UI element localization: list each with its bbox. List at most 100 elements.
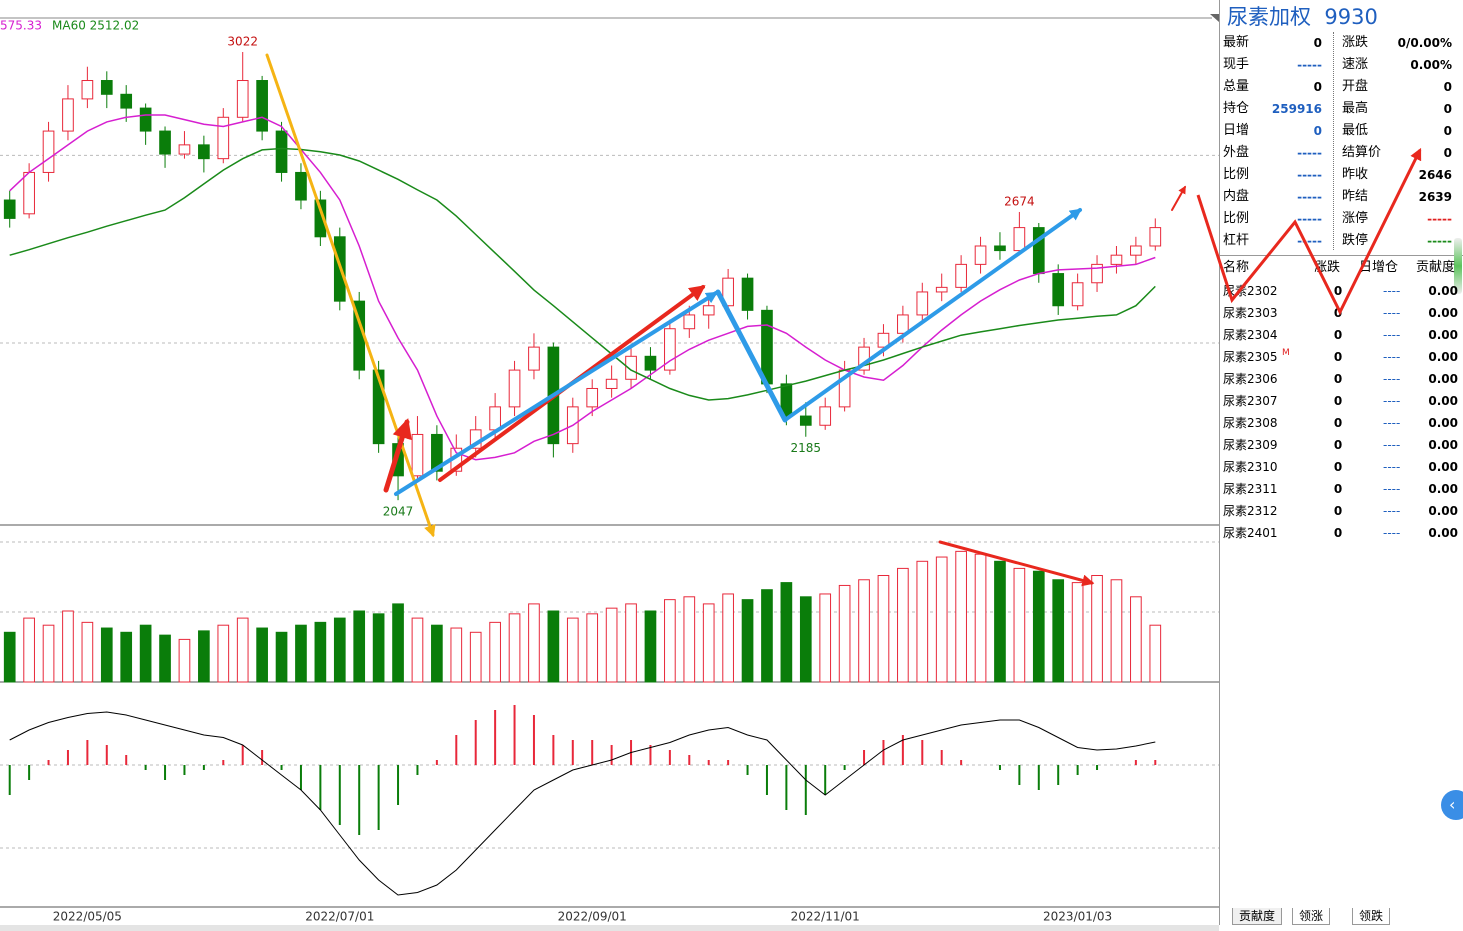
trend-arrow xyxy=(383,418,412,493)
volume-bar xyxy=(702,603,715,683)
field-label: 杠杆 xyxy=(1223,233,1250,248)
volume-bar xyxy=(450,627,463,683)
volume-bar xyxy=(761,589,773,683)
candle-body xyxy=(799,415,812,426)
tab[interactable]: 贡献度 xyxy=(1232,908,1283,925)
contract-contribution: 0.00 xyxy=(1428,306,1458,320)
contract-contribution: 0.00 xyxy=(1428,482,1458,496)
contract-oi: ---- xyxy=(1383,482,1401,496)
background xyxy=(0,0,1219,931)
quote-code: 9930 xyxy=(1324,5,1378,29)
field-value: 0 xyxy=(1313,80,1322,94)
volume-bar xyxy=(838,584,851,683)
tab[interactable]: 领涨 xyxy=(1292,908,1331,925)
volume-bar xyxy=(159,634,171,683)
volume-bar xyxy=(295,624,307,683)
volume-bar xyxy=(819,593,832,683)
volume-bar xyxy=(489,621,501,683)
candle-body xyxy=(1091,263,1103,284)
candle-body xyxy=(935,286,948,293)
tab[interactable]: 领跌 xyxy=(1352,908,1391,925)
volume-bar xyxy=(508,613,521,683)
contract-oi: ---- xyxy=(1383,394,1401,408)
candle-body xyxy=(819,406,832,426)
field-label: 最新 xyxy=(1223,35,1250,50)
field-label: 总量 xyxy=(1223,79,1250,94)
candle-body xyxy=(42,130,55,173)
contract-change: 0 xyxy=(1333,416,1343,430)
price-annotation: 2047 xyxy=(383,505,414,519)
field-label: 日增 xyxy=(1223,123,1250,138)
candle-body xyxy=(81,80,94,100)
collapse-button[interactable]: ‹ xyxy=(1441,790,1463,820)
trend-arrow xyxy=(265,53,436,538)
candle-body xyxy=(1071,282,1084,307)
contract-contribution: 0.00 xyxy=(1428,460,1458,474)
candle-body xyxy=(100,80,113,95)
x-tick-label: 2022/11/01 xyxy=(791,910,860,924)
price-annotation: 2185 xyxy=(791,441,822,455)
volume-bar xyxy=(566,617,579,683)
contract-change: 0 xyxy=(1333,460,1343,474)
chart: 2022/05/05 2022/07/01 2022/09/01 2022/11/01… xyxy=(0,0,1219,931)
contract-name: 尿素2304 xyxy=(1223,328,1278,342)
candle-body xyxy=(741,277,754,311)
volume-bar xyxy=(955,550,967,683)
field-value: ----- xyxy=(1427,212,1452,226)
contract-change: 0 xyxy=(1333,328,1343,342)
candle-body xyxy=(528,346,540,371)
contract-oi: ---- xyxy=(1383,504,1401,518)
volume-bar xyxy=(1052,579,1065,683)
quote-name: 尿素加权 xyxy=(1227,5,1311,29)
candle-body xyxy=(217,116,230,160)
contract-contribution: 0.00 xyxy=(1428,504,1458,518)
legend-entry: MA60 2512.02 xyxy=(52,19,139,33)
volume-bar xyxy=(23,617,35,683)
field-value: ----- xyxy=(1297,212,1322,226)
ma-line xyxy=(9,114,1156,461)
quote-title: 尿素加权 9930 xyxy=(1227,6,1378,28)
x-tick-label: 2022/07/01 xyxy=(305,910,374,924)
field-value: ----- xyxy=(1297,190,1322,204)
volume-bar xyxy=(722,593,734,683)
volume-bar xyxy=(81,621,94,683)
volume-bar xyxy=(994,560,1006,683)
candle-body xyxy=(23,171,35,215)
volume-bar xyxy=(178,638,191,683)
quote-panel: 尿素加权 9930 ‹ 最新 0 现手 ----- 总量 0 持仓 259916 日增 0 外盘 --… xyxy=(1219,0,1463,925)
contract-contribution: 0.00 xyxy=(1428,526,1458,540)
volume-bar xyxy=(139,624,152,683)
contract-oi: ---- xyxy=(1383,416,1401,430)
contract-change: 0 xyxy=(1333,372,1343,386)
field-value: 0.00% xyxy=(1410,58,1452,72)
field-value: 259916 xyxy=(1271,102,1322,116)
trend-line xyxy=(715,289,788,423)
contract-contribution: 0.00 xyxy=(1428,350,1458,364)
candle-body xyxy=(275,130,288,173)
volume-bar xyxy=(3,631,16,683)
trend-arrow xyxy=(1171,185,1186,211)
price-annotation: 3022 xyxy=(227,35,258,49)
volume-bar xyxy=(62,610,74,683)
candle-body xyxy=(605,378,618,389)
candle-body xyxy=(1130,245,1142,256)
scrollbar[interactable] xyxy=(1454,238,1462,294)
volume-bar xyxy=(314,621,327,683)
contract-name: 尿素2309 xyxy=(1223,438,1278,452)
macd-line xyxy=(9,711,1156,896)
volume-bar xyxy=(916,560,929,683)
field-value: ----- xyxy=(1297,58,1322,72)
volume-bar xyxy=(1130,596,1142,683)
candle-body xyxy=(295,171,307,201)
field-value: 0 xyxy=(1313,124,1322,138)
volume-bar xyxy=(431,624,443,683)
price-annotation: 2674 xyxy=(1004,194,1035,208)
contract-change: 0 xyxy=(1333,306,1343,320)
contract-name: 尿素2401 xyxy=(1223,526,1278,540)
field-value: ----- xyxy=(1427,234,1452,248)
field-label: 昨结 xyxy=(1342,189,1369,204)
candle-body xyxy=(159,130,171,155)
field-value: ----- xyxy=(1297,168,1322,182)
volume-bar xyxy=(683,596,696,683)
volume-bar xyxy=(1071,582,1084,683)
